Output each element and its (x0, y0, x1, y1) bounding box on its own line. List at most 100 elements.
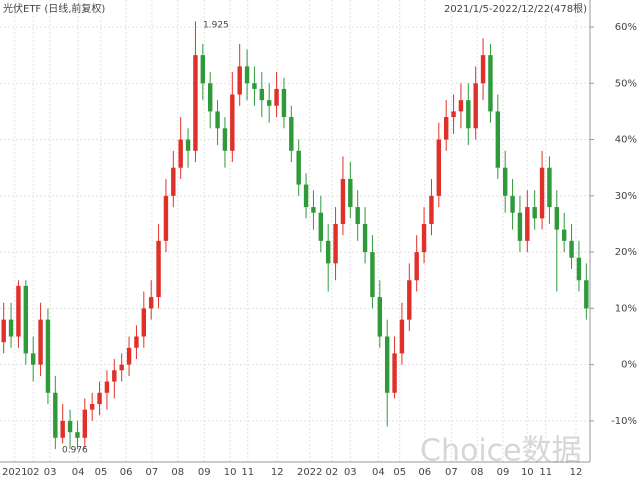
x-tick-label: 12 (570, 467, 583, 478)
x-tick-label: 08 (171, 467, 184, 478)
y-tick-label: 50% (615, 78, 637, 89)
candle-body (370, 252, 375, 298)
candle-body (252, 83, 257, 89)
candle-body (97, 392, 102, 405)
candle-body (421, 223, 427, 253)
x-tick-label: 02 (27, 467, 40, 478)
candle-body (569, 240, 574, 258)
candle-body (8, 319, 14, 337)
candle-body (399, 319, 405, 354)
candle-body (414, 252, 419, 281)
candle-body (362, 223, 368, 253)
candle-body (480, 55, 486, 84)
y-tick-label: -10% (611, 416, 637, 427)
candle-body (325, 240, 331, 264)
x-tick-label: 02 (326, 467, 339, 478)
candle-body (45, 319, 51, 393)
y-tick-label: 60% (615, 22, 637, 33)
candle-body (237, 66, 242, 95)
y-tick-label: 0% (621, 360, 637, 371)
candle-body (193, 55, 198, 151)
candle-body (141, 308, 147, 337)
x-tick-label: 04 (372, 467, 385, 478)
candle-body (458, 100, 464, 112)
candle-body (495, 111, 501, 168)
chart-subtitle: 2021/1/5-2022/12/22(478根) (444, 2, 587, 15)
candle-body (89, 404, 95, 410)
candle-body (222, 128, 228, 151)
candle-body (443, 117, 449, 140)
candle-body (576, 257, 582, 281)
candle-body (230, 94, 235, 151)
candle-body (289, 117, 294, 151)
candle-body (473, 83, 478, 129)
x-tick-label: 05 (95, 467, 108, 478)
y-tick-label: 10% (615, 303, 637, 314)
candle-body (281, 88, 287, 118)
candle-body (30, 353, 36, 365)
candle-body (126, 347, 132, 365)
candle-body (532, 207, 537, 219)
candle-body (517, 212, 523, 241)
candle-body (547, 167, 552, 208)
candle-body (274, 88, 279, 106)
candle-body (244, 66, 250, 84)
candle-body (82, 409, 88, 438)
candle-body (392, 353, 397, 393)
candle-body (266, 100, 272, 106)
candle-body (296, 150, 301, 185)
candle-body (466, 100, 471, 129)
x-tick-label: 07 (146, 467, 159, 478)
candle-body (134, 336, 139, 348)
candle-body (23, 285, 29, 354)
candle-body (561, 229, 567, 241)
candle-body (303, 184, 309, 208)
candle-body (407, 280, 412, 320)
chart-title: 光伏ETF (日线,前复权) (3, 2, 105, 15)
x-tick-label: 05 (393, 467, 406, 478)
x-tick-label: 11 (241, 467, 254, 478)
candle-body (171, 167, 176, 196)
candle-body (451, 111, 456, 118)
candle-body (119, 364, 124, 371)
x-tick-label: 2022 (297, 467, 322, 478)
candle-body (355, 207, 360, 224)
candle-body (200, 55, 206, 84)
candle-body (1, 319, 6, 343)
candle-body (148, 297, 154, 309)
x-tick-label: 11 (539, 467, 552, 478)
x-tick-label: 06 (120, 467, 133, 478)
candle-body (429, 195, 434, 224)
candle-body (38, 319, 43, 365)
candle-body (348, 178, 353, 208)
candle-body (436, 139, 442, 196)
annotation: 1.925 (203, 21, 229, 31)
candle-body (185, 139, 191, 151)
candle-body (215, 111, 220, 129)
y-tick-label: 40% (615, 135, 637, 146)
x-tick-label: 06 (418, 467, 431, 478)
candle-body (60, 420, 65, 438)
x-tick-label: 09 (198, 467, 211, 478)
candle-body (377, 297, 383, 337)
x-tick-label: 10 (224, 467, 237, 478)
candle-body (104, 381, 110, 393)
candle-body (112, 370, 117, 382)
x-tick-label: 03 (44, 467, 57, 478)
annotation: 0.976 (62, 446, 88, 456)
candle-body (53, 392, 58, 438)
x-tick-label: 08 (471, 467, 484, 478)
candle-body (163, 195, 169, 241)
candle-body (502, 167, 508, 196)
y-tick-label: 30% (615, 191, 637, 202)
x-tick-label: 07 (445, 467, 458, 478)
candle-body (554, 207, 560, 230)
watermark: Choice数据 (420, 434, 582, 469)
candle-body (178, 139, 183, 168)
candle-body (510, 195, 515, 213)
candle-body (156, 240, 161, 298)
candle-body (525, 207, 530, 241)
candle-body (207, 83, 213, 112)
x-tick-label: 10 (521, 467, 534, 478)
